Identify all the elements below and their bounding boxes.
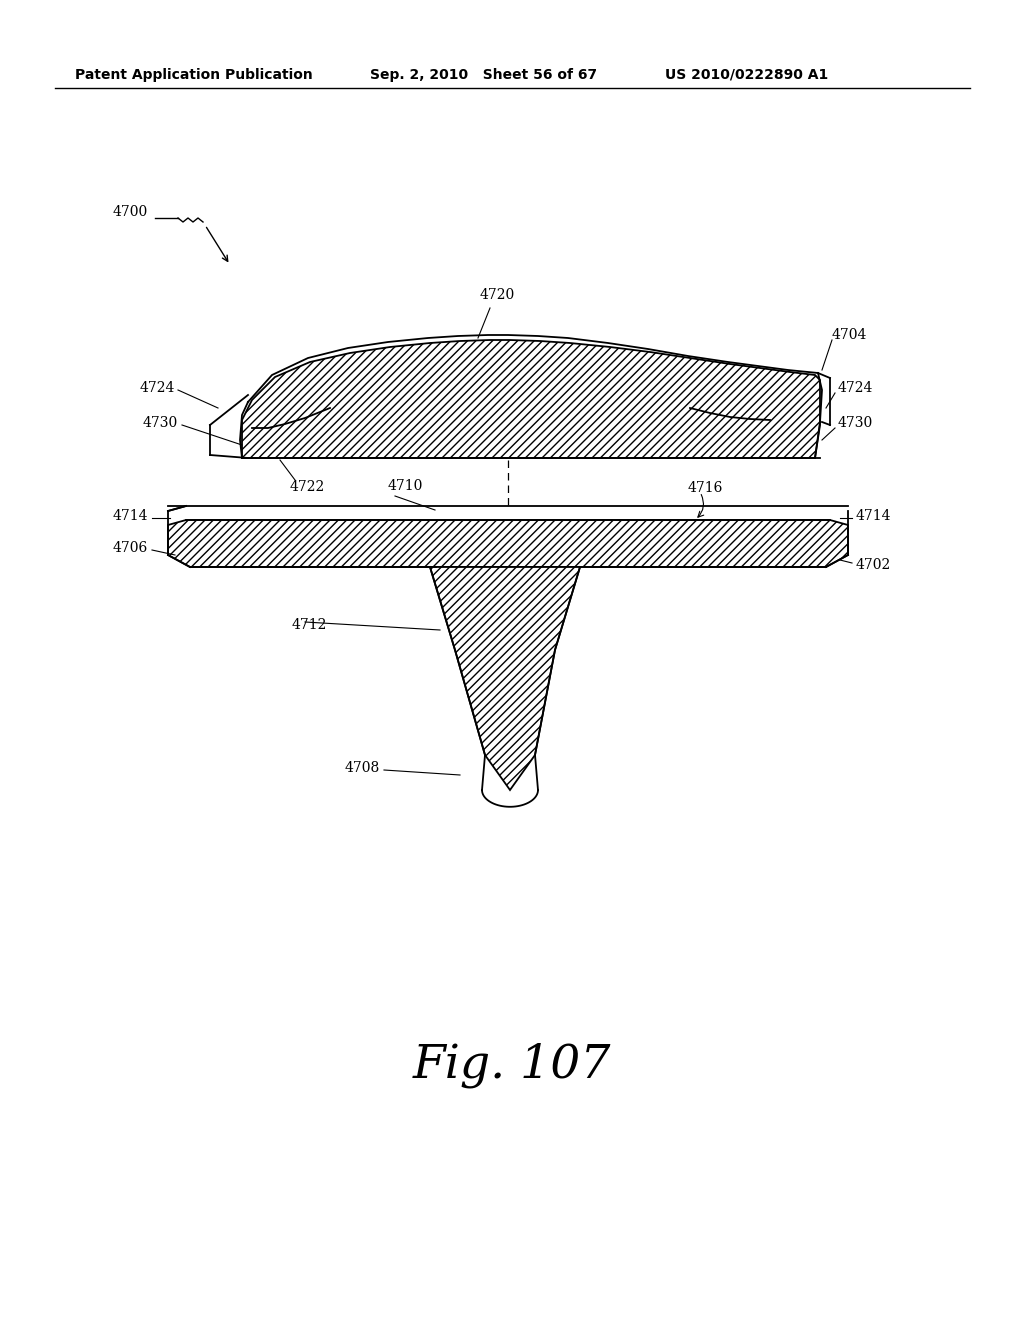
Text: 4704: 4704 (831, 327, 867, 342)
Text: 4730: 4730 (142, 416, 178, 430)
Text: 4714: 4714 (113, 510, 148, 523)
Text: Fig. 107: Fig. 107 (413, 1043, 611, 1088)
Text: Sep. 2, 2010   Sheet 56 of 67: Sep. 2, 2010 Sheet 56 of 67 (370, 69, 597, 82)
Text: 4724: 4724 (838, 381, 873, 395)
Text: US 2010/0222890 A1: US 2010/0222890 A1 (665, 69, 828, 82)
Text: 4706: 4706 (113, 541, 148, 554)
Text: 4730: 4730 (838, 416, 873, 430)
Text: 4700: 4700 (113, 205, 148, 219)
Polygon shape (430, 568, 580, 789)
Polygon shape (242, 341, 820, 458)
Text: 4708: 4708 (345, 762, 380, 775)
Text: 4714: 4714 (856, 510, 892, 523)
Text: 4712: 4712 (292, 618, 328, 632)
Text: 4716: 4716 (688, 480, 723, 495)
Text: 4720: 4720 (480, 288, 515, 302)
Polygon shape (168, 520, 848, 568)
Text: Patent Application Publication: Patent Application Publication (75, 69, 312, 82)
Text: 4722: 4722 (290, 480, 326, 494)
Text: 4710: 4710 (388, 479, 423, 492)
Text: 4702: 4702 (856, 558, 891, 572)
Text: 4724: 4724 (139, 381, 175, 395)
